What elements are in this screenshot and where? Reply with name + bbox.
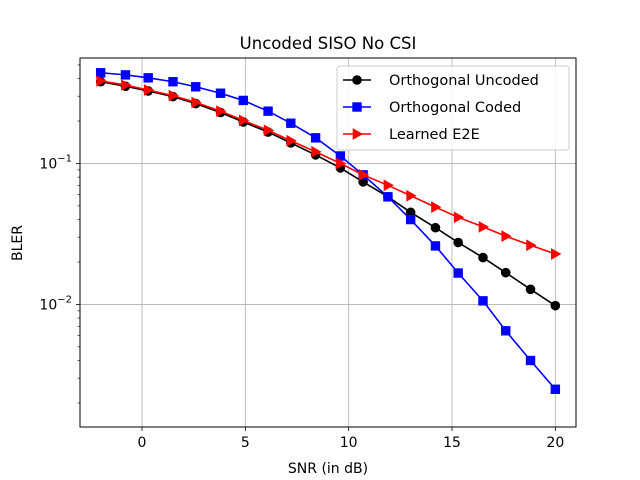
data-point	[286, 134, 297, 147]
legend: Orthogonal Uncoded Orthogonal Coded Learne…	[336, 65, 570, 151]
x-tick-label: 20	[546, 435, 564, 451]
data-point	[478, 296, 488, 306]
y-tick-exponent: −1	[57, 153, 72, 164]
data-point	[336, 157, 347, 170]
data-point	[216, 105, 227, 118]
data-point	[383, 192, 393, 202]
y-axis-ticks: 10−110−2	[39, 64, 80, 404]
data-point	[500, 267, 511, 278]
data-point	[453, 268, 463, 278]
data-point	[120, 70, 131, 80]
data-point	[526, 239, 537, 252]
data-point	[551, 248, 562, 260]
data-point	[383, 179, 394, 192]
data-point	[430, 241, 441, 251]
data-point	[96, 75, 107, 87]
legend-entry: Orthogonal Coded	[343, 100, 521, 116]
series-1	[95, 68, 561, 394]
data-point	[263, 124, 275, 137]
data-point	[311, 145, 322, 158]
data-point	[286, 118, 296, 128]
data-point	[478, 252, 488, 263]
y-tick-base: 10	[39, 297, 57, 313]
data-point	[431, 201, 442, 213]
data-point	[238, 114, 250, 127]
data-point	[143, 73, 153, 83]
data-point	[406, 189, 417, 202]
data-point	[501, 230, 512, 243]
data-point	[525, 355, 536, 366]
y-tick-label: 10−2	[39, 294, 72, 313]
data-point	[215, 88, 226, 98]
data-point	[168, 77, 178, 87]
data-point	[550, 300, 561, 311]
legend-marker	[352, 75, 362, 85]
data-point	[501, 326, 511, 336]
series-2	[96, 75, 562, 260]
y-axis-label: BLER	[10, 225, 26, 261]
data-point	[191, 96, 202, 109]
data-point	[550, 384, 561, 394]
data-point	[310, 133, 321, 143]
legend-label: Learned E2E	[389, 127, 480, 143]
legend-label: Orthogonal Uncoded	[389, 73, 539, 89]
data-point	[191, 82, 201, 92]
data-point	[95, 68, 106, 78]
y-tick-exponent: −2	[57, 294, 72, 305]
x-tick-label: 5	[241, 435, 250, 451]
data-point	[121, 79, 132, 91]
data-point	[453, 237, 464, 248]
x-tick-label: 10	[340, 435, 358, 451]
x-axis-label: SNR (in dB)	[288, 461, 368, 477]
data-point	[405, 214, 416, 225]
legend-entry: Orthogonal Uncoded	[343, 73, 539, 89]
y-tick-label: 10−1	[39, 153, 72, 172]
data-point	[358, 169, 370, 181]
data-point	[168, 89, 180, 102]
legend-box	[336, 65, 570, 151]
legend-marker	[352, 128, 364, 140]
y-tick-base: 10	[39, 156, 57, 172]
chart-title: Uncoded SISO No CSI	[240, 34, 417, 53]
legend-entry: Learned E2E	[343, 127, 480, 143]
series-layer	[95, 68, 562, 394]
data-point	[430, 222, 441, 233]
plot-frame	[79, 57, 577, 428]
data-point	[238, 95, 248, 106]
legend-marker	[352, 102, 362, 112]
data-point	[143, 84, 155, 96]
data-point	[525, 284, 536, 295]
data-point	[453, 211, 465, 224]
x-tick-label: 15	[443, 435, 461, 451]
x-axis-ticks: 0 5 10 15 20	[138, 427, 564, 451]
legend-label: Orthogonal Coded	[389, 100, 521, 116]
x-tick-label: 0	[138, 435, 147, 451]
data-point	[478, 220, 490, 233]
data-point	[263, 106, 273, 116]
